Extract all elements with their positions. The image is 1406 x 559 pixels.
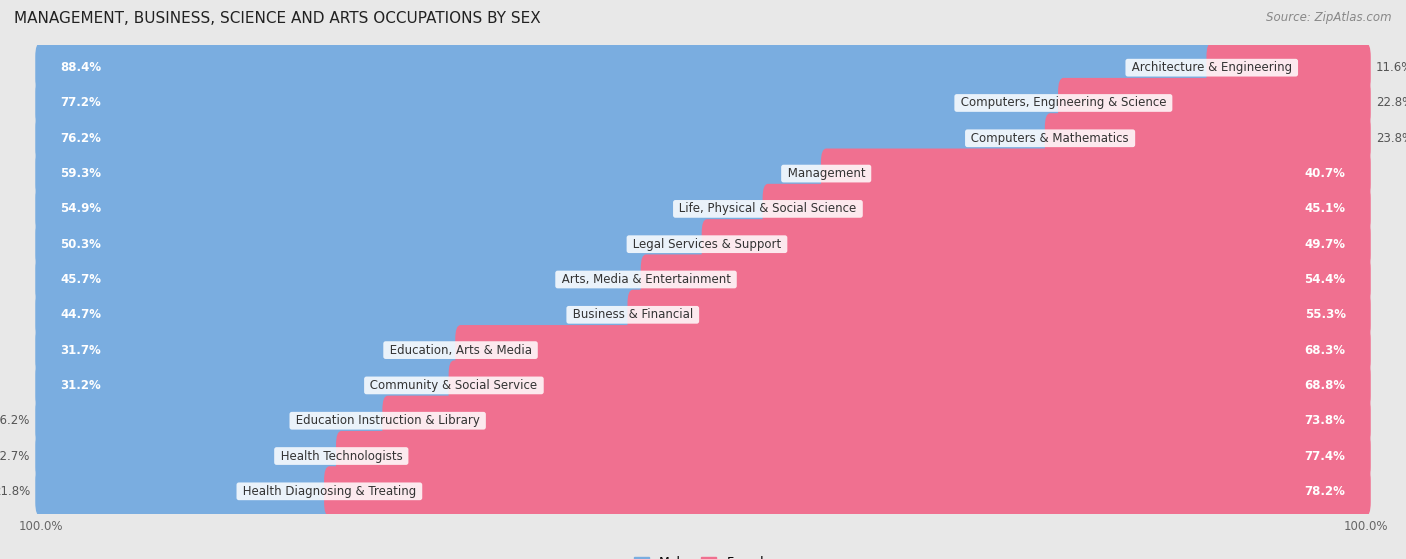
Text: 45.7%: 45.7% bbox=[60, 273, 101, 286]
FancyBboxPatch shape bbox=[41, 367, 1365, 404]
FancyBboxPatch shape bbox=[1045, 113, 1371, 163]
Text: 22.7%: 22.7% bbox=[0, 449, 30, 462]
Text: Arts, Media & Entertainment: Arts, Media & Entertainment bbox=[558, 273, 734, 286]
FancyBboxPatch shape bbox=[35, 254, 651, 305]
Text: Legal Services & Support: Legal Services & Support bbox=[628, 238, 785, 250]
Text: Community & Social Service: Community & Social Service bbox=[367, 379, 541, 392]
Legend: Male, Female: Male, Female bbox=[634, 556, 772, 559]
FancyBboxPatch shape bbox=[35, 466, 335, 517]
FancyBboxPatch shape bbox=[762, 184, 1371, 234]
Text: 78.2%: 78.2% bbox=[1305, 485, 1346, 498]
Text: Computers & Mathematics: Computers & Mathematics bbox=[967, 132, 1133, 145]
FancyBboxPatch shape bbox=[449, 361, 1371, 410]
Text: Management: Management bbox=[783, 167, 869, 180]
Text: Education, Arts & Media: Education, Arts & Media bbox=[385, 344, 536, 357]
FancyBboxPatch shape bbox=[41, 50, 1365, 86]
FancyBboxPatch shape bbox=[35, 184, 773, 234]
FancyBboxPatch shape bbox=[35, 149, 831, 198]
FancyBboxPatch shape bbox=[41, 402, 1365, 439]
Text: 31.7%: 31.7% bbox=[60, 344, 101, 357]
FancyBboxPatch shape bbox=[325, 466, 1371, 517]
FancyBboxPatch shape bbox=[821, 149, 1371, 198]
Text: Life, Physical & Social Science: Life, Physical & Social Science bbox=[675, 202, 860, 215]
FancyBboxPatch shape bbox=[41, 332, 1365, 368]
FancyBboxPatch shape bbox=[41, 120, 1365, 157]
Text: 54.9%: 54.9% bbox=[60, 202, 101, 215]
FancyBboxPatch shape bbox=[41, 297, 1365, 333]
Text: 59.3%: 59.3% bbox=[60, 167, 101, 180]
FancyBboxPatch shape bbox=[35, 219, 713, 269]
Text: 22.8%: 22.8% bbox=[1376, 97, 1406, 110]
Text: 31.2%: 31.2% bbox=[60, 379, 101, 392]
FancyBboxPatch shape bbox=[41, 226, 1365, 262]
FancyBboxPatch shape bbox=[1059, 78, 1371, 128]
FancyBboxPatch shape bbox=[41, 262, 1365, 297]
FancyBboxPatch shape bbox=[35, 431, 347, 481]
FancyBboxPatch shape bbox=[35, 290, 638, 340]
Text: Source: ZipAtlas.com: Source: ZipAtlas.com bbox=[1267, 11, 1392, 24]
Text: 50.3%: 50.3% bbox=[60, 238, 101, 250]
Text: 44.7%: 44.7% bbox=[60, 309, 101, 321]
Text: 73.8%: 73.8% bbox=[1305, 414, 1346, 427]
FancyBboxPatch shape bbox=[35, 113, 1056, 163]
FancyBboxPatch shape bbox=[641, 254, 1371, 305]
Text: Education Instruction & Library: Education Instruction & Library bbox=[292, 414, 484, 427]
FancyBboxPatch shape bbox=[336, 431, 1371, 481]
Text: 76.2%: 76.2% bbox=[60, 132, 101, 145]
Text: 77.4%: 77.4% bbox=[1305, 449, 1346, 462]
Text: Business & Financial: Business & Financial bbox=[569, 309, 697, 321]
FancyBboxPatch shape bbox=[35, 396, 394, 446]
FancyBboxPatch shape bbox=[41, 155, 1365, 192]
Text: 68.8%: 68.8% bbox=[1305, 379, 1346, 392]
Text: 26.2%: 26.2% bbox=[0, 414, 30, 427]
Text: Health Diagnosing & Treating: Health Diagnosing & Treating bbox=[239, 485, 420, 498]
FancyBboxPatch shape bbox=[382, 396, 1371, 446]
Text: 45.1%: 45.1% bbox=[1305, 202, 1346, 215]
Text: Health Technologists: Health Technologists bbox=[277, 449, 406, 462]
FancyBboxPatch shape bbox=[41, 438, 1365, 474]
Text: Architecture & Engineering: Architecture & Engineering bbox=[1128, 61, 1296, 74]
FancyBboxPatch shape bbox=[35, 361, 460, 410]
Text: MANAGEMENT, BUSINESS, SCIENCE AND ARTS OCCUPATIONS BY SEX: MANAGEMENT, BUSINESS, SCIENCE AND ARTS O… bbox=[14, 11, 541, 26]
FancyBboxPatch shape bbox=[1206, 42, 1371, 93]
Text: 55.3%: 55.3% bbox=[1305, 309, 1346, 321]
Text: 40.7%: 40.7% bbox=[1305, 167, 1346, 180]
Text: 49.7%: 49.7% bbox=[1305, 238, 1346, 250]
Text: 23.8%: 23.8% bbox=[1376, 132, 1406, 145]
Text: 21.8%: 21.8% bbox=[0, 485, 30, 498]
Text: 11.6%: 11.6% bbox=[1376, 61, 1406, 74]
Text: 68.3%: 68.3% bbox=[1305, 344, 1346, 357]
FancyBboxPatch shape bbox=[35, 42, 1218, 93]
FancyBboxPatch shape bbox=[41, 191, 1365, 227]
FancyBboxPatch shape bbox=[41, 473, 1365, 509]
Text: Computers, Engineering & Science: Computers, Engineering & Science bbox=[956, 97, 1170, 110]
Text: 88.4%: 88.4% bbox=[60, 61, 101, 74]
FancyBboxPatch shape bbox=[456, 325, 1371, 375]
FancyBboxPatch shape bbox=[41, 85, 1365, 121]
FancyBboxPatch shape bbox=[627, 290, 1371, 340]
Text: 77.2%: 77.2% bbox=[60, 97, 101, 110]
FancyBboxPatch shape bbox=[702, 219, 1371, 269]
Text: 54.4%: 54.4% bbox=[1305, 273, 1346, 286]
FancyBboxPatch shape bbox=[35, 325, 465, 375]
FancyBboxPatch shape bbox=[35, 78, 1069, 128]
